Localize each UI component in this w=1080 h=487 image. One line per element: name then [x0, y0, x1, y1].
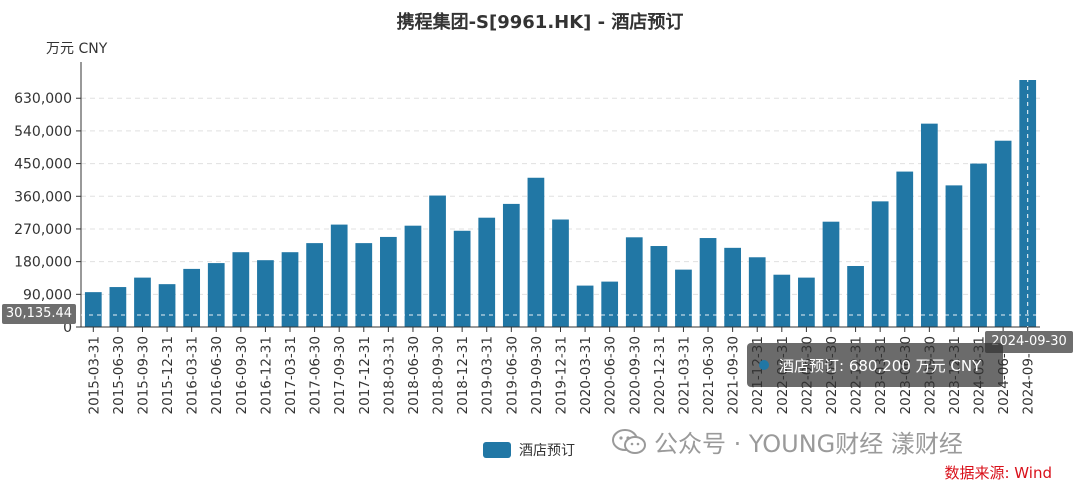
x-tick-label: 2018-09-30 — [431, 336, 447, 414]
chart-title: 携程集团-S[9961.HK] - 酒店预订 — [396, 12, 684, 33]
x-tick-label: 2019-12-31 — [554, 336, 570, 414]
crosshair-x-label: 2024-09-30 — [985, 331, 1073, 353]
bar[interactable] — [699, 238, 717, 327]
legend-label: 酒店预订 — [519, 443, 575, 459]
watermark-text: 公众号 · YOUNG财经 漾财经 — [654, 430, 963, 458]
bar-series — [84, 80, 1037, 328]
y-tick-label: 0 — [63, 320, 72, 336]
wechat-icon — [612, 428, 646, 455]
bar[interactable] — [822, 221, 840, 327]
bar[interactable] — [847, 265, 864, 327]
bar[interactable] — [306, 243, 323, 327]
x-tick-label: 2015-12-31 — [160, 336, 176, 414]
bar[interactable] — [871, 201, 889, 327]
x-tick-label: 2018-06-30 — [406, 336, 422, 414]
bar[interactable] — [453, 230, 471, 327]
bar[interactable] — [970, 163, 987, 327]
bar[interactable] — [527, 177, 545, 327]
x-tick-label: 2016-09-30 — [234, 336, 250, 414]
x-tick-label: 2020-03-31 — [578, 336, 594, 414]
bar[interactable] — [281, 252, 299, 327]
y-tick-label: 270,000 — [14, 222, 72, 238]
y-tick-label: 180,000 — [14, 255, 72, 271]
y-tick-label: 360,000 — [14, 189, 72, 205]
x-tick-label: 2024-09-30 — [1021, 336, 1037, 414]
legend-swatch — [483, 442, 511, 458]
bar[interactable] — [478, 217, 496, 327]
bar[interactable] — [330, 224, 348, 327]
y-tick-label: 450,000 — [14, 157, 72, 173]
tooltip: 酒店预订: 680,200 万元 CNY — [747, 343, 1003, 387]
bar[interactable] — [896, 171, 914, 327]
y-tick-label: 630,000 — [14, 91, 72, 107]
bar[interactable] — [207, 263, 225, 327]
bar[interactable] — [798, 277, 815, 327]
y-tick-label: 90,000 — [23, 287, 72, 303]
bar[interactable] — [748, 257, 766, 327]
bar[interactable] — [355, 243, 373, 327]
x-tick-label: 2017-09-30 — [332, 336, 348, 414]
y-axis-ticks: 0 90,000 180,000 270,000 360,000 450,000 540,0… — [14, 91, 81, 336]
x-tick-label: 2021-06-30 — [701, 336, 717, 414]
x-tick-label: 2015-06-30 — [111, 336, 127, 414]
x-tick-label: 2019-09-30 — [529, 336, 545, 414]
tooltip-text: 酒店预订: 680,200 万元 CNY — [779, 356, 982, 375]
bar[interactable] — [773, 274, 791, 327]
x-tick-label: 2015-03-31 — [86, 336, 102, 414]
x-tick-label: 2017-03-31 — [283, 336, 299, 414]
tooltip-series-dot — [759, 360, 769, 370]
watermark: 公众号 · YOUNG财经 漾财经 — [612, 424, 963, 459]
bar[interactable] — [920, 123, 938, 328]
x-tick-label: 2021-03-31 — [676, 336, 692, 414]
data-source: 数据来源: Wind — [944, 464, 1052, 482]
bar[interactable] — [675, 269, 692, 327]
bar[interactable] — [429, 195, 446, 327]
bar[interactable] — [183, 268, 201, 327]
x-tick-label: 2017-06-30 — [308, 336, 324, 414]
bar[interactable] — [945, 185, 963, 327]
axes — [80, 62, 1040, 328]
bar[interactable] — [724, 247, 741, 327]
bar[interactable] — [576, 285, 594, 327]
bar[interactable] — [994, 140, 1012, 327]
x-tick-label: 2019-03-31 — [480, 336, 496, 414]
y-tick-label: 540,000 — [14, 124, 72, 140]
bar[interactable] — [134, 277, 151, 327]
x-tick-label: 2019-06-30 — [504, 336, 520, 414]
x-tick-label: 2016-12-31 — [258, 336, 274, 414]
x-tick-label: 2016-03-31 — [185, 336, 201, 414]
bar[interactable] — [380, 236, 397, 327]
bar[interactable] — [552, 219, 569, 327]
bar[interactable] — [158, 284, 176, 327]
bar[interactable] — [625, 237, 643, 327]
bar[interactable] — [502, 203, 520, 327]
x-tick-label: 2018-12-31 — [455, 336, 471, 414]
bar[interactable] — [232, 252, 250, 327]
bar[interactable] — [257, 260, 274, 327]
x-tick-label: 2017-12-31 — [357, 336, 373, 414]
x-tick-label: 2015-09-30 — [135, 336, 151, 414]
bar[interactable] — [1019, 80, 1037, 327]
x-tick-label: 2020-09-30 — [627, 336, 643, 414]
legend[interactable]: 酒店预订 — [483, 440, 575, 460]
bar[interactable] — [601, 281, 619, 327]
x-tick-label: 2020-12-31 — [652, 336, 668, 414]
x-tick-label: 2021-09-30 — [726, 336, 742, 414]
x-tick-label: 2018-03-31 — [381, 336, 397, 414]
bar[interactable] — [650, 246, 668, 327]
crosshair-y-label: 30,135.44 — [2, 304, 76, 324]
y-axis-unit-label: 万元 CNY — [46, 41, 108, 57]
x-tick-label: 2020-06-30 — [603, 336, 619, 414]
x-tick-label: 2016-06-30 — [209, 336, 225, 414]
bar[interactable] — [109, 287, 127, 327]
bar[interactable] — [84, 292, 102, 327]
bar[interactable] — [404, 225, 422, 327]
